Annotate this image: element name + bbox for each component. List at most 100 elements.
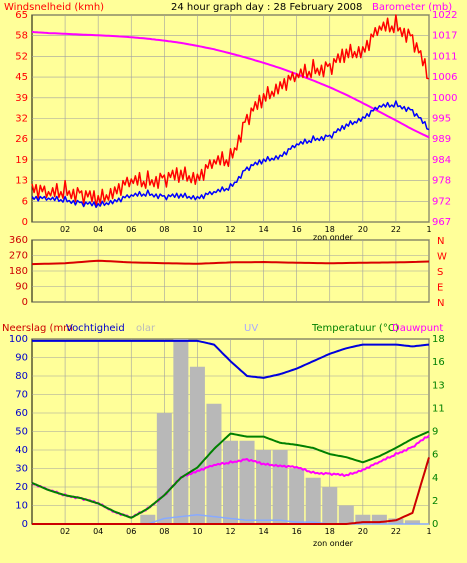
solar-bar xyxy=(156,413,172,524)
solar-bar xyxy=(322,487,338,524)
humidity-line xyxy=(32,339,430,379)
solar-bar xyxy=(338,505,354,524)
y-tick-label: 6 xyxy=(22,196,28,207)
y-right-tick-label: 11 xyxy=(432,403,445,414)
sunset-label-bottom: zon onder xyxy=(313,539,354,548)
y-tick-label: 40 xyxy=(15,445,28,456)
x-tick-label: 02 xyxy=(60,527,70,536)
x-tick-label: 04 xyxy=(93,225,103,234)
y-right-tick-label: 9 xyxy=(432,427,438,438)
barometer-axis-title: Barometer (mb) xyxy=(372,2,452,13)
y-tick-label: 0 xyxy=(22,297,28,308)
y-tick-label: 30 xyxy=(15,464,28,475)
x-tick-label: 06 xyxy=(126,225,136,234)
y-right-tick-label: 967 xyxy=(432,217,451,228)
dewpoint-axis-title: Dauwpunt xyxy=(392,323,443,334)
x-tick-label: 16 xyxy=(292,225,302,234)
y-right-tick-label: 0 xyxy=(432,519,438,530)
x-tick-label: 22 xyxy=(391,527,401,536)
x-tick-label: 22 xyxy=(391,225,401,234)
temperature-line xyxy=(31,430,430,519)
y-right-tick-label: 989 xyxy=(432,134,451,145)
x-tick-label: 02 xyxy=(60,225,70,234)
y-right-tick-label: 4 xyxy=(432,473,438,484)
x-tick-label: 10 xyxy=(192,225,202,234)
x-tick-label: 16 xyxy=(292,527,302,536)
solar-bar xyxy=(189,366,205,524)
y-tick-label: 13 xyxy=(15,176,28,187)
wind-gust-line xyxy=(31,14,430,208)
y-tick-label: 0 xyxy=(22,217,28,228)
solar-bar xyxy=(355,514,371,524)
wind-direction-line xyxy=(31,259,430,266)
y-tick-label: 80 xyxy=(15,371,28,382)
y-right-tick-label: 2 xyxy=(432,496,438,507)
y-right-tick-label: 972 xyxy=(432,196,451,207)
y-tick-label: 0 xyxy=(22,519,28,530)
y-tick-label: 180 xyxy=(9,266,28,277)
direction-letter: N xyxy=(437,298,444,309)
y-tick-label: 90 xyxy=(15,282,28,293)
x-tick-label: 18 xyxy=(325,225,335,234)
y-right-tick-label: 13 xyxy=(432,380,445,391)
y-tick-label: 360 xyxy=(9,235,28,246)
direction-letter: E xyxy=(437,283,443,294)
y-tick-label: 100 xyxy=(9,334,28,345)
solar-bar xyxy=(256,450,272,524)
y-tick-label: 70 xyxy=(15,390,28,401)
y-tick-label: 32 xyxy=(15,114,28,125)
solar-bar xyxy=(140,514,156,524)
x-tick-label: 20 xyxy=(358,225,368,234)
wind-average-line xyxy=(31,100,430,209)
x-tick-label: 06 xyxy=(126,527,136,536)
x-tick-label: 04 xyxy=(93,527,103,536)
barometer-line xyxy=(31,30,430,139)
y-right-tick-label: 1006 xyxy=(432,72,457,83)
direction-letter: N xyxy=(437,236,444,247)
x-tick-label: 10 xyxy=(192,527,202,536)
solar-bar xyxy=(371,514,387,524)
y-right-tick-label: 978 xyxy=(432,176,451,187)
x-tick-label: 14 xyxy=(258,527,268,536)
y-right-tick-label: 16 xyxy=(432,357,445,368)
x-tick-label: 1 xyxy=(426,527,431,536)
wind-axis-title: Windsnelheid (kmh) xyxy=(4,2,104,13)
y-tick-label: 39 xyxy=(15,93,28,104)
y-tick-label: 60 xyxy=(15,408,28,419)
x-tick-label: 08 xyxy=(159,527,169,536)
solar-bar xyxy=(272,450,288,524)
direction-letter: S xyxy=(437,267,443,278)
rain-axis-title: Neerslag (mm xyxy=(2,323,73,334)
y-right-tick-label: 984 xyxy=(432,155,451,166)
y-right-tick-label: 18 xyxy=(432,334,445,345)
x-tick-label: 12 xyxy=(225,225,235,234)
solar-bar xyxy=(239,440,255,524)
y-tick-label: 58 xyxy=(15,31,28,42)
y-tick-label: 45 xyxy=(15,72,28,83)
solar-bar xyxy=(404,520,420,524)
x-tick-label: 20 xyxy=(358,527,368,536)
x-tick-label: 14 xyxy=(258,225,268,234)
solar-bar xyxy=(173,339,189,524)
y-tick-label: 270 xyxy=(9,251,28,262)
y-tick-label: 20 xyxy=(15,482,28,493)
solar-bar xyxy=(305,477,321,524)
x-tick-label: 1 xyxy=(426,225,431,234)
x-tick-label: 18 xyxy=(325,527,335,536)
solar-bar xyxy=(206,403,222,524)
y-tick-label: 26 xyxy=(15,134,28,145)
direction-letter: W xyxy=(437,252,447,263)
x-tick-label: 08 xyxy=(159,225,169,234)
humidity-axis-title: Vochtigheid xyxy=(66,323,125,334)
rain-line xyxy=(32,457,430,525)
y-tick-label: 19 xyxy=(15,155,28,166)
solar-bar xyxy=(289,468,305,524)
solar-bar xyxy=(223,440,238,524)
y-right-tick-label: 1022 xyxy=(432,10,457,21)
y-tick-label: 90 xyxy=(15,353,28,364)
uv-axis-title: UV xyxy=(244,323,258,334)
y-right-tick-label: 1000 xyxy=(432,93,457,104)
y-tick-label: 52 xyxy=(15,51,28,62)
